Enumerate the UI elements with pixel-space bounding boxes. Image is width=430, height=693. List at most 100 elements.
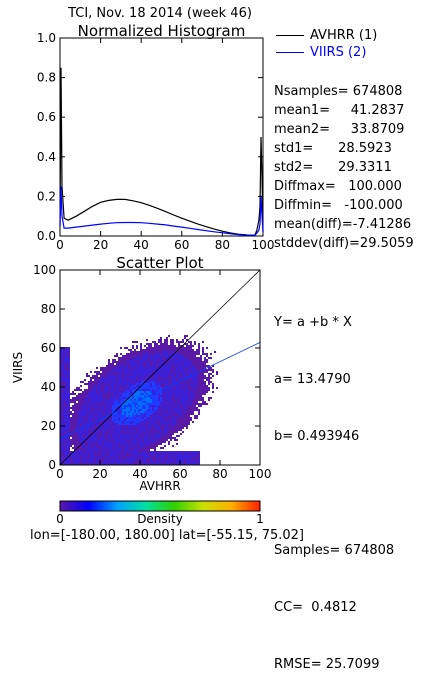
density-cell (102, 379, 104, 381)
density-cell (76, 403, 78, 405)
density-cell (170, 401, 172, 403)
density-cell (202, 341, 204, 343)
density-cell (176, 369, 178, 371)
density-cell (108, 435, 110, 437)
density-cell (108, 381, 110, 383)
density-cell (194, 401, 196, 403)
density-cell (192, 401, 194, 403)
density-cell (164, 393, 166, 395)
density-cell (100, 395, 102, 397)
density-cell (174, 401, 176, 403)
density-cell (136, 363, 138, 365)
density-cell (82, 421, 84, 423)
density-cell (142, 419, 144, 421)
density-cell (174, 391, 176, 393)
density-cell (172, 411, 174, 413)
density-cell (160, 361, 162, 363)
density-cell (100, 433, 102, 435)
x-tick-label: 20 (92, 467, 107, 481)
density-cell (140, 359, 142, 361)
density-cell (162, 379, 164, 381)
density-cell (180, 417, 182, 419)
density-cell (140, 381, 142, 383)
density-cell (208, 387, 210, 389)
density-cell (154, 343, 156, 345)
density-cell (156, 383, 158, 385)
density-cell (94, 433, 96, 435)
density-cell (78, 435, 80, 437)
density-cell (158, 403, 160, 405)
y-tick-label: 0.4 (37, 150, 56, 164)
density-cell (66, 459, 68, 461)
density-cell (114, 445, 116, 447)
density-cell (122, 373, 124, 375)
density-cell (138, 407, 140, 409)
legend-label-viirs: VIIRS (2) (310, 45, 367, 60)
density-cell (152, 445, 154, 447)
density-cell (76, 451, 78, 453)
density-cell (84, 447, 86, 449)
density-cell (142, 375, 144, 377)
density-cell (174, 349, 176, 351)
density-cell (148, 419, 150, 421)
density-cell (168, 423, 170, 425)
density-cell (182, 389, 184, 391)
density-cell (186, 391, 188, 393)
density-cell (124, 395, 126, 397)
density-cell (170, 439, 172, 441)
density-cell (106, 405, 108, 407)
density-cell (118, 419, 120, 421)
density-cell (138, 411, 140, 413)
density-cell (142, 427, 144, 429)
density-cell (148, 375, 150, 377)
density-cell (190, 373, 192, 375)
density-cell (126, 371, 128, 373)
density-cell (138, 423, 140, 425)
density-cell (174, 347, 176, 349)
density-cell (184, 451, 186, 453)
density-cell (202, 403, 204, 405)
density-cell (204, 387, 206, 389)
density-cell (88, 415, 90, 417)
density-cell (132, 345, 134, 347)
density-cell (188, 387, 190, 389)
density-cell (158, 379, 160, 381)
density-cell (168, 391, 170, 393)
density-cell (62, 417, 64, 419)
density-cell (62, 415, 64, 417)
density-cell (156, 425, 158, 427)
density-cell (158, 419, 160, 421)
density-cell (138, 381, 140, 383)
density-cell (102, 455, 104, 457)
density-cell (188, 407, 190, 409)
density-cell (126, 375, 128, 377)
density-cell (68, 381, 70, 383)
density-cell (96, 419, 98, 421)
density-cell (134, 401, 136, 403)
density-cell (132, 405, 134, 407)
density-cell (136, 395, 138, 397)
density-cell (154, 363, 156, 365)
density-cell (170, 361, 172, 363)
density-cell (146, 391, 148, 393)
density-cell (106, 457, 108, 459)
density-cell (188, 411, 190, 413)
density-cell (112, 447, 114, 449)
density-cell (182, 339, 184, 341)
density-cell (134, 455, 136, 457)
density-cell (136, 355, 138, 357)
density-cell (116, 421, 118, 423)
density-cell (170, 377, 172, 379)
density-cell (122, 457, 124, 459)
density-cell (178, 399, 180, 401)
density-cell (154, 415, 156, 417)
density-cell (82, 405, 84, 407)
density-cell (98, 463, 100, 465)
density-cell (86, 401, 88, 403)
density-cell (68, 435, 70, 437)
density-cell (188, 373, 190, 375)
density-cell (120, 347, 122, 349)
density-cell (66, 463, 68, 465)
density-cell (112, 405, 114, 407)
density-cell (186, 385, 188, 387)
